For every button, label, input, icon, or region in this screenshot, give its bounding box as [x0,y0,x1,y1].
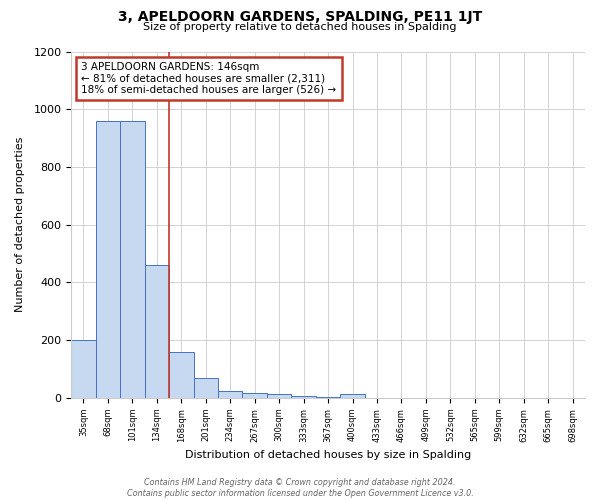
Y-axis label: Number of detached properties: Number of detached properties [15,137,25,312]
Bar [71,340,95,398]
Bar [145,265,169,398]
Bar [316,396,340,398]
Bar [218,390,242,398]
Text: Contains HM Land Registry data © Crown copyright and database right 2024.
Contai: Contains HM Land Registry data © Crown c… [127,478,473,498]
Text: Size of property relative to detached houses in Spalding: Size of property relative to detached ho… [143,22,457,32]
Text: 3 APELDOORN GARDENS: 146sqm
← 81% of detached houses are smaller (2,311)
18% of : 3 APELDOORN GARDENS: 146sqm ← 81% of det… [82,62,337,95]
Bar [340,394,365,398]
Bar [292,396,316,398]
Bar [120,121,145,398]
Bar [194,378,218,398]
Bar [169,352,194,398]
Text: 3, APELDOORN GARDENS, SPALDING, PE11 1JT: 3, APELDOORN GARDENS, SPALDING, PE11 1JT [118,10,482,24]
X-axis label: Distribution of detached houses by size in Spalding: Distribution of detached houses by size … [185,450,471,460]
Bar [95,121,120,398]
Bar [267,394,292,398]
Bar [242,392,267,398]
